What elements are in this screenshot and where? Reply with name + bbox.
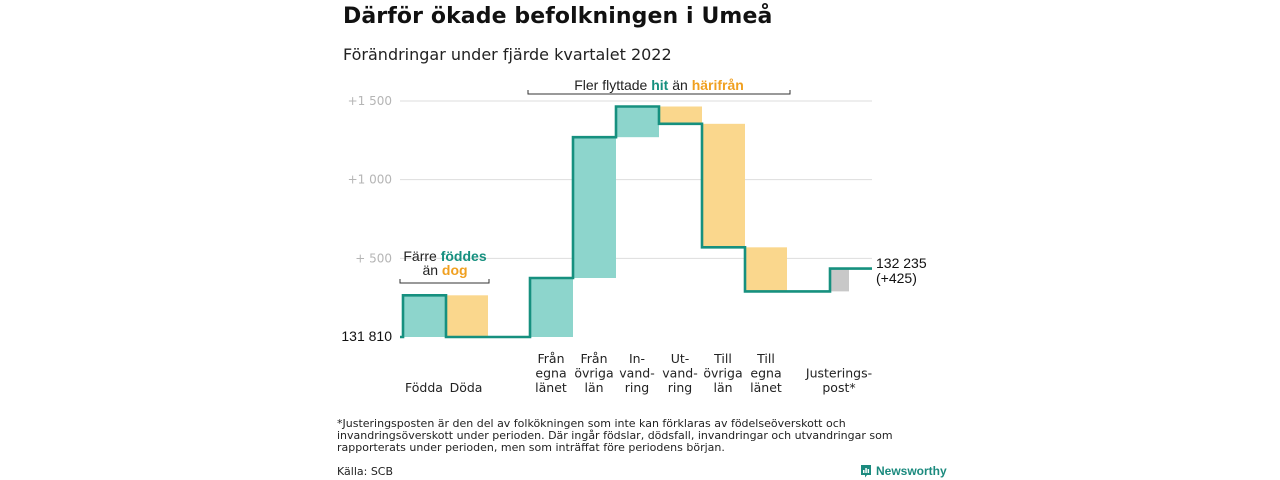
cumulative-line — [400, 105, 872, 339]
births-annotation-line1: Färre föddes — [403, 248, 486, 264]
migration-bracket — [527, 90, 791, 95]
category-label-5: Ut-vand-ring — [662, 351, 697, 395]
y-tick-label: +1 000 — [348, 173, 392, 187]
brand-logo: Newsworthy — [860, 463, 947, 479]
category-label-3: Från övriga län — [574, 351, 613, 395]
births-annotation-line2: än dog — [422, 262, 467, 278]
category-label-2: Från egna länet — [535, 351, 567, 395]
end-value-label: 132 235 — [876, 255, 927, 271]
waterfall-bar-5 — [659, 106, 702, 124]
bar-layer — [403, 106, 849, 337]
line-layer — [400, 105, 872, 339]
waterfall-bar-4 — [616, 106, 659, 138]
start-value-label: 131 810 — [341, 328, 392, 344]
waterfall-chart: + 500 +1 000 +1 500 Färre föddes än dog Fl… — [341, 77, 926, 395]
chart-title: Därför ökade befolkningen i Umeå — [343, 4, 773, 29]
category-label-4: In-vand-ring — [619, 351, 654, 395]
grid-layer: + 500 +1 000 +1 500 — [348, 94, 872, 265]
footnote: *Justeringsposten är den del av folkökni… — [337, 417, 893, 454]
waterfall-bar-7 — [745, 247, 787, 292]
y-tick-label: +1 500 — [348, 94, 392, 108]
category-label-1: Döda — [450, 380, 483, 395]
category-label-8: Justerings-post* — [805, 366, 872, 396]
migration-annotation: Fler flyttade hit än härifrån — [574, 77, 744, 93]
brand-name: Newsworthy — [876, 464, 947, 478]
waterfall-bar-2 — [530, 278, 573, 337]
births-bracket — [399, 279, 490, 284]
source: Källa: SCB — [337, 465, 394, 478]
waterfall-bar-1 — [446, 295, 488, 337]
category-label-6: Till övriga län — [703, 351, 742, 395]
waterfall-bar-6 — [702, 123, 745, 248]
category-label-0: Födda — [405, 380, 443, 395]
end-change-label: (+425) — [876, 270, 917, 286]
waterfall-bar-0 — [403, 295, 445, 337]
chart-subtitle: Förändringar under fjärde kvartalet 2022 — [343, 45, 672, 64]
y-tick-label: + 500 — [355, 251, 392, 265]
newsworthy-icon — [861, 465, 871, 478]
waterfall-bar-3 — [573, 137, 616, 278]
category-label-7: Till egna länet — [750, 351, 782, 395]
waterfall-bar-8 — [830, 268, 849, 292]
annotation-layer: Färre föddes än dog Fler flyttade hit än… — [341, 77, 926, 344]
